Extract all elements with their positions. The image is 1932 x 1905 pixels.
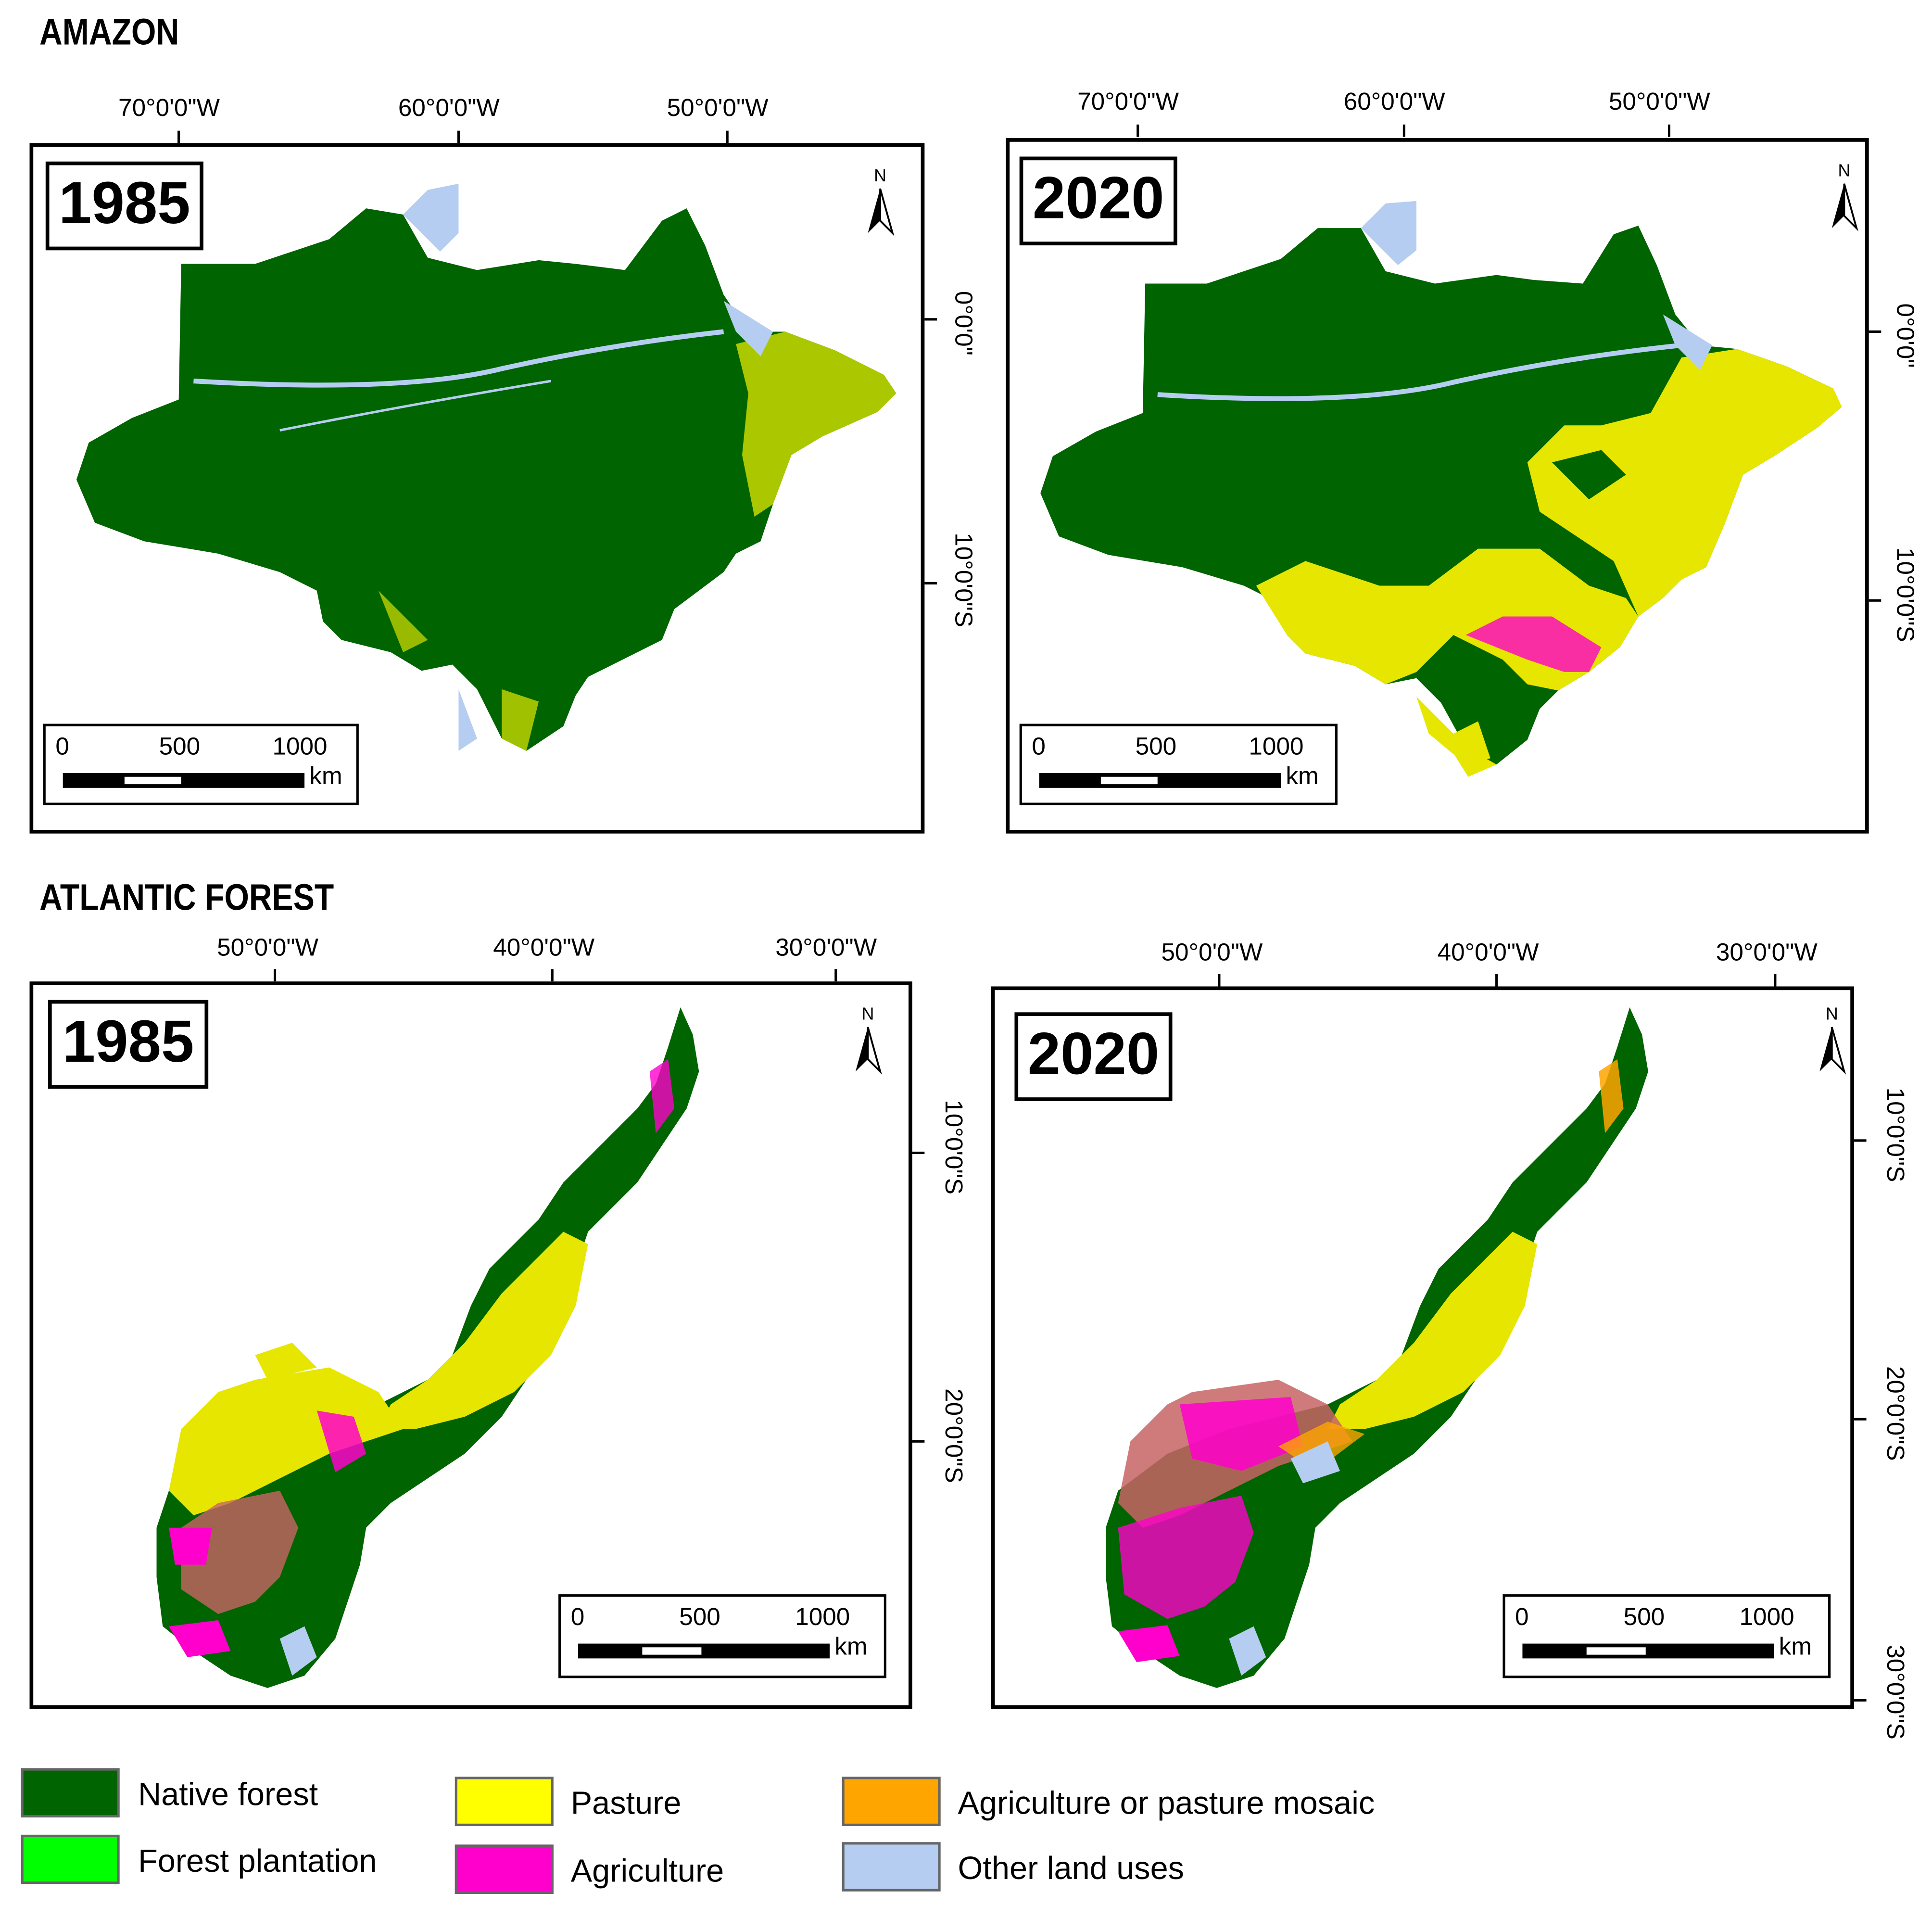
scale-label-500: 500: [1135, 734, 1177, 761]
coord-top-30w: 30°0'0"W: [1716, 940, 1818, 967]
coord-right-10s: 10°0'0"S: [1891, 547, 1919, 642]
map-frame-atlantic-2020: 2020 N 0 500 1000 km: [991, 986, 1854, 1709]
scale-label-500: 500: [159, 734, 201, 761]
legend-label-native-forest: Native forest: [138, 1775, 318, 1813]
legend-label-agriculture-pasture-mosaic: Agriculture or pasture mosaic: [958, 1784, 1375, 1821]
coord-right-30s: 30°0'0"S: [1881, 1645, 1908, 1740]
scale-label-0: 0: [1515, 1604, 1529, 1631]
north-arrow-icon: N: [868, 166, 895, 236]
year-label-amazon-1985: 1985: [45, 161, 203, 251]
atlantic-2020-map: [1106, 1007, 1648, 1688]
svg-text:N: N: [874, 166, 886, 185]
legend-swatch-forest-plantation: [21, 1834, 120, 1884]
coord-top-40w: 40°0'0"W: [493, 934, 595, 962]
map-frame-amazon-2020: 2020 N 0 500 1000 km: [1006, 138, 1869, 834]
scalebar-atlantic-1985: 0 500 1000 km: [558, 1594, 886, 1678]
amazon-2020-map: [1040, 201, 1842, 777]
amazon-1985-map: [76, 183, 897, 751]
scale-label-0: 0: [570, 1604, 585, 1631]
coord-right-10s: 10°0'0"S: [939, 1100, 967, 1195]
svg-text:N: N: [1826, 1005, 1838, 1024]
scalebar-atlantic-2020: 0 500 1000 km: [1503, 1594, 1831, 1678]
map-frame-atlantic-1985: 1985 N 0 500 1000 km: [29, 981, 912, 1709]
legend-label-pasture: Pasture: [570, 1784, 682, 1821]
legend-label-other-land-uses: Other land uses: [958, 1849, 1185, 1887]
legend-swatch-other-land-uses: [842, 1842, 941, 1892]
scale-unit: km: [1779, 1634, 1812, 1661]
scale-label-1000: 1000: [1739, 1604, 1794, 1631]
year-label-atlantic-1985: 1985: [48, 1000, 209, 1089]
coord-top-40w: 40°0'0"W: [1437, 940, 1539, 967]
coord-right-20s: 20°0'0"S: [939, 1388, 967, 1483]
scale-unit: km: [834, 1634, 868, 1661]
legend-swatch-agriculture: [455, 1844, 554, 1894]
coord-top-60w: 60°0'0"W: [1343, 89, 1445, 116]
scale-label-500: 500: [1623, 1604, 1665, 1631]
scalebar-amazon-1985: 0 500 1000 km: [43, 724, 359, 805]
atlantic-forest-title: ATLANTIC FOREST: [39, 877, 334, 919]
legend-label-agriculture: Agriculture: [570, 1852, 724, 1889]
amazon-title: AMAZON: [39, 12, 179, 53]
scale-unit: km: [309, 763, 342, 790]
coord-right-0: 0°0'0": [1891, 303, 1919, 368]
coord-top-50w: 50°0'0"W: [217, 934, 319, 962]
scalebar-amazon-2020: 0 500 1000 km: [1019, 724, 1338, 805]
north-arrow-icon: N: [855, 1005, 882, 1075]
coord-top-30w: 30°0'0"W: [775, 934, 877, 962]
coord-top-60w: 60°0'0"W: [398, 95, 500, 122]
coord-right-10s: 10°0'0"S: [949, 533, 976, 627]
coord-right-10s: 10°0'0"S: [1881, 1087, 1908, 1182]
scale-label-1000: 1000: [795, 1604, 850, 1631]
coord-top-70w: 70°0'0"W: [118, 95, 220, 122]
coord-right-20s: 20°0'0"S: [1881, 1366, 1908, 1461]
coord-top-50w: 50°0'0"W: [1161, 940, 1263, 967]
scale-label-0: 0: [55, 734, 69, 761]
scale-label-1000: 1000: [1249, 734, 1304, 761]
map-frame-amazon-1985: 1985 N 0 500 1000 km: [29, 143, 925, 834]
legend-swatch-agriculture-pasture-mosaic: [842, 1777, 941, 1826]
north-arrow-icon: N: [1819, 1005, 1846, 1075]
legend-swatch-native-forest: [21, 1768, 120, 1818]
scale-label-0: 0: [1032, 734, 1046, 761]
legend-label-forest-plantation: Forest plantation: [138, 1842, 377, 1880]
year-label-amazon-2020: 2020: [1019, 156, 1177, 246]
svg-text:N: N: [1838, 162, 1850, 180]
svg-text:N: N: [861, 1005, 874, 1024]
year-label-atlantic-2020: 2020: [1014, 1012, 1173, 1101]
scale-unit: km: [1286, 763, 1319, 790]
coord-top-50w: 50°0'0"W: [1608, 89, 1710, 116]
north-arrow-icon: N: [1831, 162, 1858, 231]
scale-label-1000: 1000: [272, 734, 328, 761]
coord-top-50w: 50°0'0"W: [667, 95, 769, 122]
scale-label-500: 500: [679, 1604, 720, 1631]
coord-right-0: 0°0'0": [949, 291, 976, 356]
legend-swatch-pasture: [455, 1777, 554, 1826]
coord-top-70w: 70°0'0"W: [1077, 89, 1179, 116]
atlantic-1985-map: [156, 1007, 699, 1688]
